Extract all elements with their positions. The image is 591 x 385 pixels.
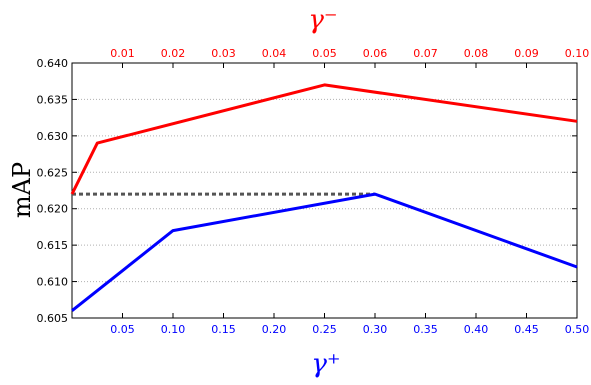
bottom-ticks: 0.05 0.10 0.15 0.20 0.25 0.30 0.35 0.40 0.45 0.50 xyxy=(110,313,589,336)
top-tick-label: 0.05 xyxy=(312,47,337,60)
bottom-tick-label: 0.45 xyxy=(514,323,539,336)
y-tick-label: 0.630 xyxy=(37,130,69,143)
bottom-tick-label: 0.10 xyxy=(161,323,186,336)
top-axis-label: γ⁻ xyxy=(308,5,337,35)
top-tick-label: 0.07 xyxy=(413,47,438,60)
bottom-tick-label: 0.05 xyxy=(110,323,135,336)
y-tick-label: 0.615 xyxy=(37,239,69,252)
top-tick-label: 0.04 xyxy=(262,47,287,60)
bottom-tick-label: 0.15 xyxy=(211,323,236,336)
top-ticks: 0.01 0.02 0.03 0.04 0.05 0.06 0.07 0.08 0.09 0.10 xyxy=(110,47,589,68)
plot-area xyxy=(71,62,578,319)
bottom-tick-label: 0.30 xyxy=(363,323,388,336)
top-tick-label: 0.10 xyxy=(565,47,590,60)
bottom-tick-label: 0.20 xyxy=(262,323,287,336)
bottom-tick-label: 0.50 xyxy=(565,323,590,336)
y-tick-label: 0.625 xyxy=(37,166,69,179)
series-line-gamma-plus xyxy=(71,192,578,312)
bottom-tick-label: 0.35 xyxy=(413,323,438,336)
top-tick-label: 0.03 xyxy=(211,47,236,60)
y-tick-label: 0.620 xyxy=(37,203,69,216)
top-tick-label: 0.06 xyxy=(363,47,388,60)
top-tick-label: 0.02 xyxy=(161,47,186,60)
y-tick-label: 0.605 xyxy=(37,312,69,325)
y-tick-label: 0.640 xyxy=(37,57,69,70)
y-tick-label: 0.610 xyxy=(37,276,69,289)
y-axis-label: mAP xyxy=(8,162,36,218)
series-group xyxy=(70,83,578,312)
top-tick-label: 0.09 xyxy=(514,47,539,60)
bottom-tick-label: 0.40 xyxy=(464,323,489,336)
y-ticks: 0.605 0.610 0.615 0.620 0.625 0.630 0.635 0.640 xyxy=(37,57,577,325)
top-tick-label: 0.08 xyxy=(464,47,489,60)
top-tick-label: 0.01 xyxy=(110,47,135,60)
series-line-gamma-minus xyxy=(70,83,578,195)
y-tick-label: 0.635 xyxy=(37,93,69,106)
bottom-axis-label: γ⁺ xyxy=(311,349,340,379)
bottom-tick-label: 0.25 xyxy=(312,323,337,336)
